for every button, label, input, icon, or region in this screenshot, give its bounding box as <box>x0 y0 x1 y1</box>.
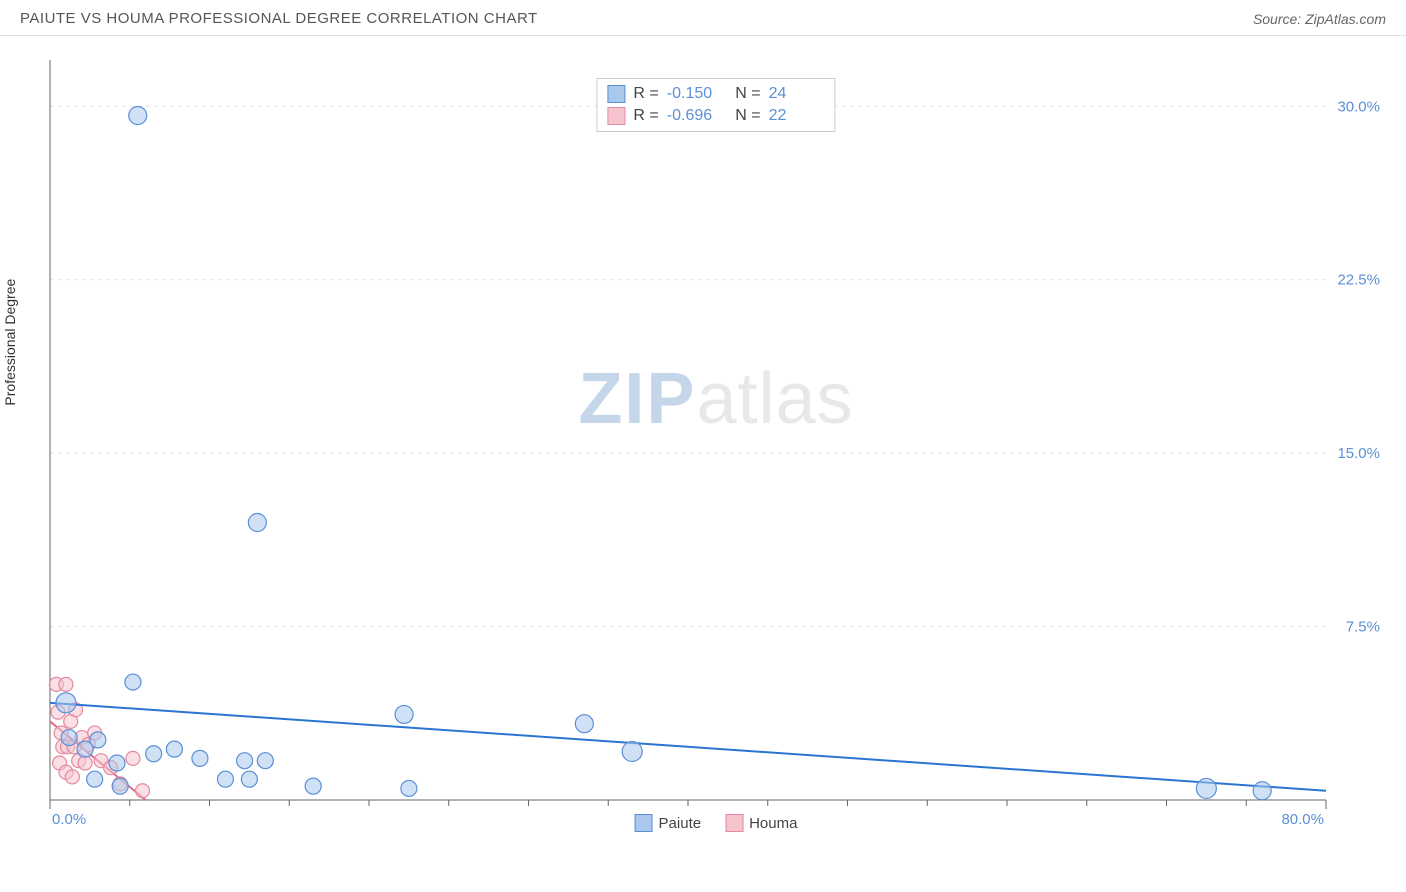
legend-label-paiute: Paiute <box>659 815 702 832</box>
chart-title: PAIUTE VS HOUMA PROFESSIONAL DEGREE CORR… <box>20 10 538 27</box>
r-label: R = <box>633 85 658 103</box>
legend-swatch-houma <box>725 814 743 832</box>
r-value-houma: -0.696 <box>667 107 723 125</box>
r-label: R = <box>633 107 658 125</box>
scatter-chart: 7.5% 15.0% 22.5% 30.0% 0.0% 80.0% <box>46 56 1386 836</box>
chart-area: Professional Degree 7.5% 15.0% 22.5% 30.0% 0… <box>0 36 1406 886</box>
legend-item-paiute: Paiute <box>635 814 702 832</box>
bottom-legend: Paiute Houma <box>635 814 798 832</box>
svg-text:7.5%: 7.5% <box>1346 619 1380 636</box>
stats-row-houma: R = -0.696 N = 22 <box>607 105 824 127</box>
swatch-paiute <box>607 85 625 103</box>
legend-swatch-paiute <box>635 814 653 832</box>
svg-text:15.0%: 15.0% <box>1337 445 1380 462</box>
source-label: Source: ZipAtlas.com <box>1253 11 1386 27</box>
n-value-paiute: 24 <box>769 85 825 103</box>
r-value-paiute: -0.150 <box>667 85 723 103</box>
plot-region: 7.5%15.0%22.5%30.0%0.0%80.0% ZIPatlas R … <box>46 56 1386 836</box>
n-label: N = <box>731 85 761 103</box>
svg-text:22.5%: 22.5% <box>1337 272 1380 289</box>
stats-legend-box: R = -0.150 N = 24 R = -0.696 N = 22 <box>596 78 835 132</box>
svg-text:0.0%: 0.0% <box>52 811 86 828</box>
legend-item-houma: Houma <box>725 814 797 832</box>
header: PAIUTE VS HOUMA PROFESSIONAL DEGREE CORR… <box>0 0 1406 36</box>
stats-row-paiute: R = -0.150 N = 24 <box>607 83 824 105</box>
swatch-houma <box>607 107 625 125</box>
legend-label-houma: Houma <box>749 815 797 832</box>
svg-text:80.0%: 80.0% <box>1281 811 1324 828</box>
y-axis-label: Professional Degree <box>2 279 18 406</box>
n-value-houma: 22 <box>769 107 825 125</box>
svg-text:30.0%: 30.0% <box>1337 98 1380 115</box>
n-label: N = <box>731 107 761 125</box>
